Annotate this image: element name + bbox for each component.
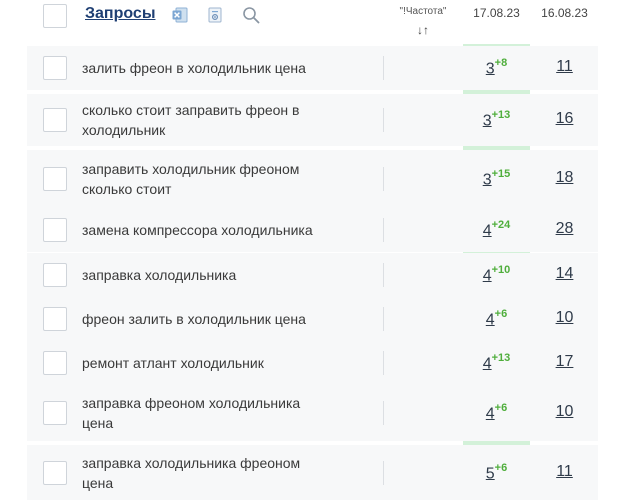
table-row: ремонт атлант холодильник 4+13 17 (27, 341, 598, 385)
position-previous[interactable]: 28 (555, 220, 574, 237)
settings-icon[interactable] (205, 5, 225, 25)
search-icon[interactable] (241, 5, 261, 25)
column-divider (383, 218, 384, 242)
position-value[interactable]: 4 (482, 355, 492, 373)
row-checkbox[interactable] (43, 108, 67, 132)
position-current[interactable]: 4+6 (463, 308, 530, 329)
position-current[interactable]: 4+24 (463, 219, 530, 240)
position-previous[interactable]: 11 (556, 462, 573, 480)
position-value[interactable]: 4 (485, 311, 495, 329)
position-delta-badge: +13 (491, 352, 511, 364)
row-checkbox[interactable] (43, 167, 67, 191)
date-previous-header: 16.08.23 (541, 6, 588, 20)
position-current[interactable]: 3+15 (463, 168, 530, 189)
table-row: заправка холодильника 4+10 14 (27, 253, 598, 297)
position-delta-badge: +10 (491, 264, 511, 276)
position-previous[interactable]: 18 (555, 169, 574, 186)
position-value[interactable]: 4 (485, 405, 495, 423)
query-text: фреон залить в холодильник цена (82, 311, 306, 327)
position-delta-badge: +13 (491, 109, 511, 121)
column-divider (383, 401, 384, 425)
table-row: замена компрессора холодильника 4+24 28 (27, 208, 598, 252)
position-previous[interactable]: 17 (555, 353, 574, 370)
column-divider (383, 351, 384, 375)
select-all-checkbox[interactable] (43, 4, 67, 28)
position-delta-badge: +6 (494, 308, 508, 320)
column-divider (383, 263, 384, 287)
row-checkbox[interactable] (43, 460, 67, 485)
position-previous[interactable]: 10 (555, 403, 574, 420)
row-checkbox[interactable] (43, 218, 67, 242)
position-previous[interactable]: 16 (555, 110, 574, 127)
position-previous[interactable]: 11 (556, 58, 573, 75)
position-current[interactable]: 3+8 (463, 57, 530, 78)
position-value[interactable]: 4 (482, 222, 492, 240)
column-divider (383, 56, 384, 80)
position-value[interactable]: 3 (485, 60, 495, 78)
frequency-column-header[interactable]: "!Частота" ↓↑ (384, 6, 462, 36)
query-text: сколько стоит заправить фреон в холодиль… (82, 102, 300, 138)
query-text: ремонт атлант холодильник (82, 355, 264, 371)
position-delta-badge: +15 (491, 168, 511, 180)
position-current[interactable]: 4+13 (463, 352, 530, 373)
column-divider (383, 167, 384, 191)
position-value[interactable]: 3 (482, 171, 492, 189)
position-value[interactable]: 5 (485, 464, 495, 482)
position-current[interactable]: 5+6 (463, 461, 530, 483)
queries-column-title[interactable]: Запросы (85, 5, 156, 22)
position-previous[interactable]: 14 (555, 265, 574, 282)
position-delta-badge: +8 (494, 57, 508, 69)
table-header: Запросы "!Частота" ↓↑ 17.08.23 16.08.23 (0, 0, 630, 44)
row-checkbox[interactable] (43, 263, 67, 287)
position-current[interactable]: 3+13 (463, 109, 530, 130)
row-checkbox[interactable] (43, 351, 67, 375)
query-text: замена компрессора холодильника (82, 222, 313, 238)
table-row: фреон залить в холодильник цена 4+6 10 (27, 297, 598, 341)
row-checkbox[interactable] (43, 56, 67, 80)
position-delta-badge: +6 (494, 402, 508, 414)
frequency-label: "!Частота" (399, 6, 447, 17)
table-row: сколько стоит заправить фреон в холодиль… (27, 94, 598, 146)
query-text: заправка холодильника фреоном цена (82, 454, 301, 491)
sort-icon[interactable]: ↓↑ (417, 23, 429, 37)
position-delta-badge: +6 (494, 461, 508, 474)
query-text: залить фреон в холодильник цена (82, 60, 306, 76)
excel-icon[interactable] (170, 5, 190, 25)
position-value[interactable]: 3 (482, 112, 492, 130)
row-checkbox[interactable] (43, 307, 67, 331)
table-row: заправка холодильника фреоном цена 5+6 11 (27, 445, 598, 500)
query-text: заправка холодильника (82, 267, 237, 283)
table-row: заправить холодильник фреоном сколько ст… (27, 150, 598, 208)
position-delta-badge: +24 (491, 219, 511, 231)
column-divider (383, 460, 384, 485)
column-divider (383, 307, 384, 331)
query-text: заправить холодильник фреоном сколько ст… (82, 161, 300, 197)
position-current[interactable]: 4+10 (463, 264, 530, 285)
date-current-header: 17.08.23 (473, 6, 520, 20)
position-previous[interactable]: 10 (555, 309, 574, 326)
row-checkbox[interactable] (43, 401, 67, 425)
position-value[interactable]: 4 (482, 267, 492, 285)
query-text: заправка фреоном холодильника цена (82, 395, 301, 431)
column-divider (383, 108, 384, 132)
table-row: заправка фреоном холодильника цена 4+6 10 (27, 385, 598, 441)
position-current[interactable]: 4+6 (463, 402, 530, 423)
table-row: залить фреон в холодильник цена 3+8 11 (27, 46, 598, 90)
